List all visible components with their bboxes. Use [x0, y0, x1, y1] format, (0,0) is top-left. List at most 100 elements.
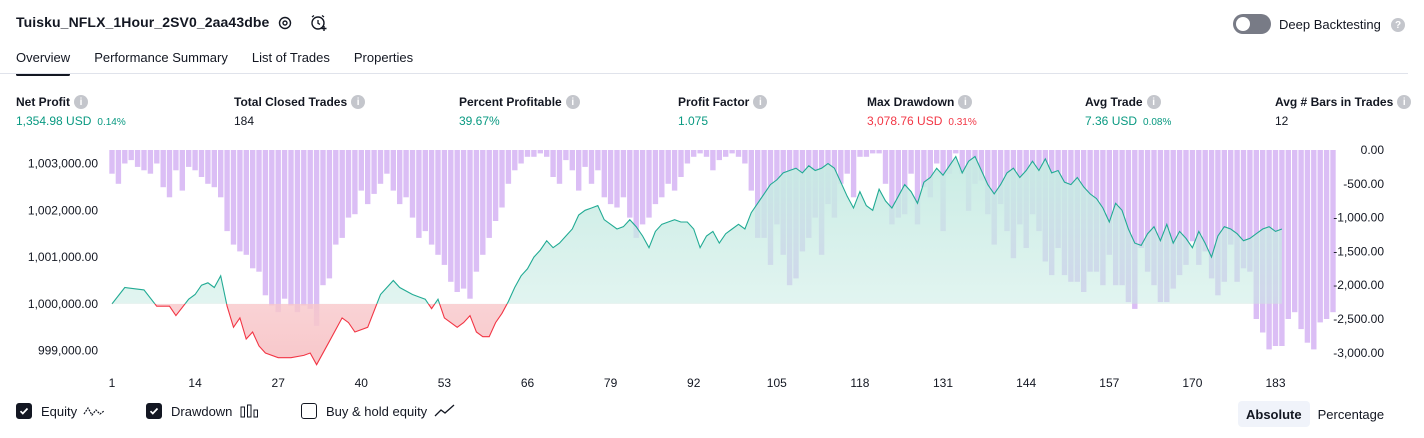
info-icon[interactable]: i: [351, 95, 366, 109]
x-tick-label: 92: [687, 376, 701, 390]
equity-drawdown-chart[interactable]: 1,003,000.00 1,002,000.00 1,001,000.00 1,00…: [0, 140, 1424, 395]
metric-value: 3,078.76 USD: [867, 114, 943, 128]
drawdown-bar: [569, 150, 575, 171]
info-icon[interactable]: i: [1146, 95, 1161, 109]
drawdown-bar: [563, 150, 569, 161]
drawdown-bar: [134, 150, 141, 167]
deep-backtesting-toggle[interactable]: [1233, 14, 1271, 34]
drawdown-bar: [748, 150, 754, 191]
drawdown-bar: [1208, 150, 1215, 279]
equity-series: [111, 155, 1283, 366]
info-icon[interactable]: i: [74, 95, 88, 109]
drawdown-label: Drawdown: [171, 403, 233, 419]
drawdown-bar: [237, 150, 243, 252]
metric-max-drawdown: Max Drawdown i 3,078.76 USD 0.31%: [867, 94, 977, 128]
drawdown-bar: [345, 150, 352, 218]
info-icon[interactable]: i: [1397, 95, 1412, 109]
drawdown-bar: [154, 150, 160, 164]
drawdown-bar: [486, 150, 492, 238]
metric-label: Avg Trade: [1085, 95, 1143, 109]
drawdown-bar: [211, 150, 217, 188]
add-alert-clock-icon[interactable]: [310, 14, 328, 32]
x-tick-label: 105: [767, 376, 787, 390]
drawdown-bar: [218, 150, 224, 198]
drawdown-bar: [1183, 150, 1189, 265]
x-tick-label: 53: [438, 376, 452, 390]
drawdown-bar: [1151, 150, 1157, 286]
drawdown-bar: [365, 150, 371, 205]
drawdown-bar: [467, 150, 473, 299]
tab-overview[interactable]: Overview: [16, 44, 71, 76]
drawdown-bar: [1298, 150, 1304, 330]
drawdown-bar: [518, 150, 524, 164]
metric-avg-trade: Avg Trade i 7.36 USD 0.08%: [1085, 94, 1171, 128]
metric-value: 12: [1275, 114, 1289, 128]
drawdown-bar: [256, 150, 262, 272]
drawdown-bar: [160, 150, 166, 188]
drawdown-checkbox[interactable]: [146, 403, 162, 419]
drawdown-bar: [441, 150, 448, 265]
toggle-drawdown[interactable]: Drawdown: [146, 403, 260, 419]
drawdown-bar: [179, 150, 185, 191]
drawdown-bar: [224, 150, 230, 232]
drawdown-bar: [1144, 150, 1151, 272]
drawdown-bar: [927, 150, 933, 198]
drawdown-bar: [313, 150, 320, 326]
metric-label: Total Closed Trades: [234, 95, 348, 109]
metric-label: Profit Factor: [678, 95, 750, 109]
drawdown-bar: [876, 150, 882, 154]
percentage-button[interactable]: Percentage: [1317, 406, 1385, 422]
info-icon[interactable]: i: [753, 95, 768, 109]
drawdown-bar: [921, 150, 927, 188]
y-axis-right: 0.00 -500.00 -1,000.00 -1,500.00 -2,000.00 -2…: [1333, 143, 1384, 360]
drawdown-bar: [614, 150, 620, 208]
drawdown-bar: [997, 150, 1004, 205]
drawdown-bar: [652, 150, 659, 205]
x-tick-label: 27: [272, 376, 286, 390]
drawdown-bar: [428, 150, 435, 245]
toggle-buy-hold-equity[interactable]: Buy & hold equity: [301, 403, 456, 419]
settings-gear-icon[interactable]: [276, 14, 294, 32]
metric-net-profit: Net Profit i 1,354.98 USD 0.14%: [16, 94, 126, 128]
drawdown-bar: [192, 150, 198, 171]
drawdown-bar: [1330, 150, 1336, 313]
drawdown-bar: [953, 150, 959, 154]
metric-value: 1.075: [678, 114, 709, 128]
y-right-tick-label: -500.00: [1343, 177, 1384, 191]
drawdown-bar: [269, 150, 275, 306]
info-icon[interactable]: i: [958, 95, 973, 109]
tab-list-of-trades[interactable]: List of Trades: [251, 50, 330, 65]
drawdown-bar: [697, 150, 703, 154]
drawdown-bar: [742, 150, 748, 164]
toggle-equity[interactable]: Equity: [16, 403, 105, 419]
tab-performance-summary[interactable]: Performance Summary: [94, 50, 228, 65]
drawdown-bar: [850, 150, 857, 198]
drawdown-bar: [454, 150, 460, 292]
drawdown-bar: [1247, 150, 1253, 272]
x-tick-label: 170: [1182, 376, 1202, 390]
drawdown-bar: [1215, 150, 1221, 296]
absolute-button[interactable]: Absolute: [1238, 401, 1310, 427]
drawdown-bar: [1176, 150, 1183, 276]
drawdown-bar: [710, 150, 716, 171]
drawdown-bar: [838, 150, 844, 184]
drawdown-bars-icon: [240, 404, 259, 418]
info-icon[interactable]: i: [565, 95, 580, 109]
drawdown-bar: [607, 150, 614, 205]
drawdown-bar: [1311, 150, 1317, 350]
drawdown-bar: [243, 150, 249, 255]
drawdown-bar: [1138, 150, 1144, 248]
x-tick-label: 66: [521, 376, 535, 390]
equity-checkbox[interactable]: [16, 403, 32, 419]
y-left-tick-label: 1,001,000.00: [28, 250, 98, 264]
drawdown-bar: [633, 150, 639, 238]
drawdown-bar: [448, 150, 454, 282]
buy-hold-checkbox[interactable]: [301, 403, 317, 419]
metric-total-closed-trades: Total Closed Trades i 184: [234, 94, 366, 128]
drawdown-bar: [480, 150, 486, 255]
y-axis-left: 1,003,000.00 1,002,000.00 1,001,000.00 1,00…: [28, 157, 98, 358]
drawdown-bar: [147, 150, 154, 174]
tab-properties[interactable]: Properties: [353, 50, 414, 65]
drawdown-bar: [537, 150, 543, 154]
question-help-icon[interactable]: ?: [1391, 18, 1405, 32]
